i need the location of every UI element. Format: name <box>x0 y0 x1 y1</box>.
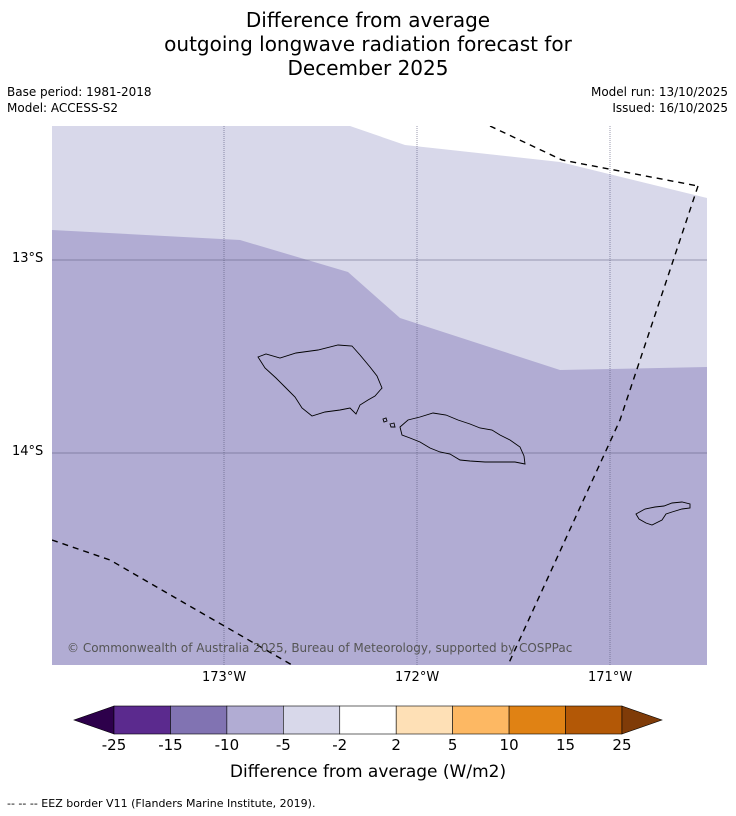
colorbar-tick-label: 2 <box>391 736 401 754</box>
issued-date: Issued: 16/10/2025 <box>612 101 728 115</box>
colorbar-segment <box>452 705 510 735</box>
colorbar-segment <box>113 705 171 735</box>
copyright-notice: © Commonwealth of Australia 2025, Bureau… <box>67 641 573 655</box>
eez-border <box>52 126 699 665</box>
lon-label-172w: 172°W <box>395 670 440 685</box>
meta-left: Base period: 1981-2018 Model: ACCESS-S2 <box>7 84 152 116</box>
colorbar-tick-label: -2 <box>332 736 348 754</box>
lat-label-13s: 13°S <box>12 251 44 266</box>
island-tutuila <box>635 501 691 526</box>
colorbar-tick-label: -15 <box>158 736 183 754</box>
eez-line-east <box>507 185 699 665</box>
graticule <box>52 126 707 665</box>
anomaly-region-medium <box>52 230 707 665</box>
colorbar-tick-label: 25 <box>612 736 632 754</box>
colorbar-segment <box>226 705 284 735</box>
colorbar-under-triangle <box>73 705 115 735</box>
eez-line-north <box>489 126 699 187</box>
lon-label-171w: 171°W <box>588 670 633 685</box>
map-title: Difference from average outgoing longwav… <box>0 8 736 80</box>
colorbar-tick-label: -25 <box>101 736 127 754</box>
model-name: Model: ACCESS-S2 <box>7 101 119 115</box>
colorbar-segment <box>508 705 566 735</box>
model-run: Model run: 13/10/2025 <box>590 85 728 99</box>
meta-right: Model run: 13/10/2025 Issued: 16/10/2025 <box>591 84 728 116</box>
title-line-3: December 2025 <box>287 56 449 80</box>
colorbar <box>73 705 663 735</box>
title-line-1: Difference from average <box>245 8 491 32</box>
coastlines <box>257 344 691 526</box>
island-manono <box>382 417 388 423</box>
colorbar-over-triangle <box>621 705 663 735</box>
colorbar-segment <box>339 705 397 735</box>
colorbar-segment <box>283 705 341 735</box>
colorbar-tick-label: 5 <box>447 736 458 754</box>
colorbar-tick-label: -10 <box>214 736 240 754</box>
colorbar-title: Difference from average (W/m2) <box>229 762 507 782</box>
colorbar-segment <box>170 705 228 735</box>
colorbar-segment <box>565 705 623 735</box>
island-upolu <box>399 412 526 465</box>
colorbar-tick-label: -5 <box>275 736 291 754</box>
colorbar-tick-label: 10 <box>499 736 519 754</box>
eez-legend: -- -- -- EEZ border V11 (Flanders Marine… <box>7 797 316 810</box>
base-period: Base period: 1981-2018 <box>7 85 152 99</box>
lon-label-173w: 173°W <box>202 670 247 685</box>
island-savaii <box>257 344 383 417</box>
lat-label-14s: 14°S <box>12 444 44 459</box>
island-apolima <box>389 422 396 428</box>
colorbar-tick-label: 15 <box>555 736 576 754</box>
title-line-2: outgoing longwave radiation forecast for <box>164 32 572 56</box>
eez-line-southwest <box>52 539 293 665</box>
colorbar-segment <box>395 705 453 735</box>
